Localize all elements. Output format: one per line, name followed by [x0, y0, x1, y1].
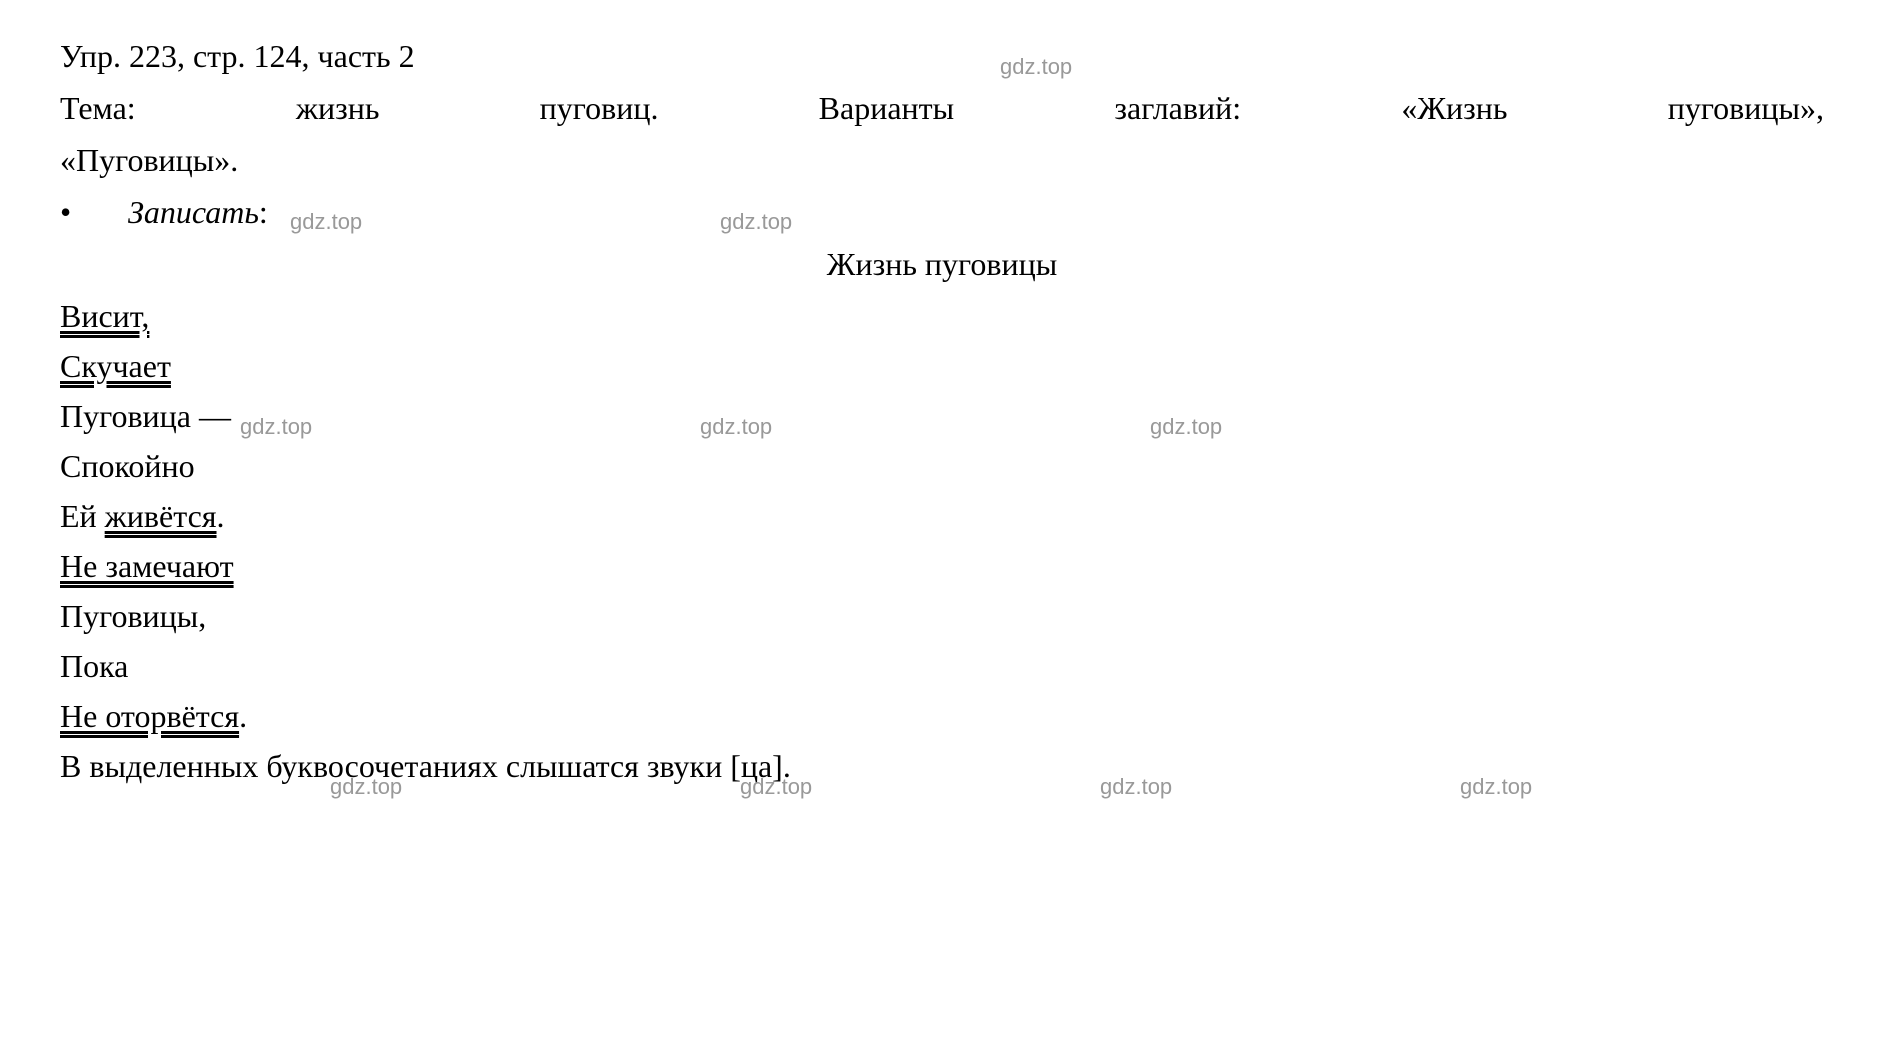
poem-text: Пуговицы,: [60, 598, 206, 634]
theme-line-1: Тема: жизнь пуговиц. Варианты заглавий: …: [60, 84, 1824, 132]
footer-text: В выделенных буквосочетаниях слышатся зв…: [60, 748, 791, 784]
theme-prefix: Тема:: [60, 84, 136, 132]
poem-line-3: Пуговица —: [60, 392, 1824, 440]
title-text: Жизнь пуговицы: [827, 246, 1057, 282]
theme-word: пуговиц.: [540, 84, 659, 132]
footer-line: В выделенных буквосочетаниях слышатся зв…: [60, 742, 1824, 790]
poem-text: Спокойно: [60, 448, 195, 484]
theme-word: Варианты: [819, 84, 954, 132]
poem-text: Пуговица —: [60, 398, 231, 434]
poem-text: .: [217, 498, 225, 534]
exercise-header: Упр. 223, стр. 124, часть 2: [60, 32, 1824, 80]
exercise-reference: Упр. 223, стр. 124, часть 2: [60, 38, 415, 74]
bullet-colon: :: [259, 194, 268, 230]
poem-line-5: Ей живётся.: [60, 492, 1824, 540]
poem-text: Пока: [60, 648, 128, 684]
bullet-text: Записать: [128, 194, 259, 230]
poem-text-underlined: живётся: [105, 498, 217, 534]
theme-text: «Пуговицы».: [60, 142, 238, 178]
poem-text-underlined: Скучает: [60, 348, 171, 384]
poem-line-4: Спокойно: [60, 442, 1824, 490]
poem-title: Жизнь пуговицы: [60, 240, 1824, 288]
poem-text: .: [239, 698, 247, 734]
theme-word: пуговицы»,: [1668, 84, 1824, 132]
poem-text-underlined: Висит,: [60, 298, 149, 334]
bullet-line: • Записать:: [60, 188, 1824, 236]
poem-text-underlined: Не оторвётся: [60, 698, 239, 734]
theme-word: жизнь: [296, 84, 380, 132]
poem-line-2: Скучает: [60, 342, 1824, 390]
poem-line-6: Не замечают: [60, 542, 1824, 590]
theme-line-2: «Пуговицы».: [60, 136, 1824, 184]
poem-line-8: Пока: [60, 642, 1824, 690]
poem-text-underlined: Не замечают: [60, 548, 234, 584]
poem-line-7: Пуговицы,: [60, 592, 1824, 640]
theme-word: заглавий:: [1114, 84, 1241, 132]
bullet-symbol: •: [60, 188, 120, 236]
poem-line-1: Висит,: [60, 292, 1824, 340]
poem-line-9: Не оторвётся.: [60, 692, 1824, 740]
poem-text: Ей: [60, 498, 105, 534]
theme-word: «Жизнь: [1401, 84, 1507, 132]
